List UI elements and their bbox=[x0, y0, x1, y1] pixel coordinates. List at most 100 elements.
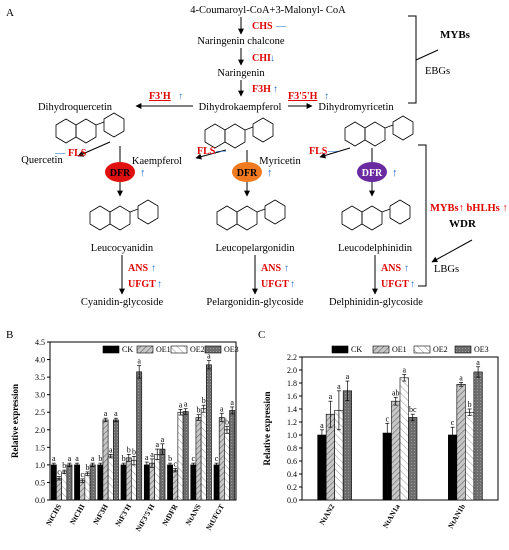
arrow-fls-3 bbox=[319, 147, 351, 159]
chs-nochange-mark: — bbox=[275, 21, 287, 32]
y-tick-label: 1.2 bbox=[287, 418, 297, 427]
significance-letter: c bbox=[192, 454, 196, 463]
bar-oe3-2 bbox=[473, 371, 483, 501]
category-label: NtAN2 bbox=[317, 502, 336, 526]
lbg-bracket bbox=[418, 144, 427, 287]
enzyme-ans-2: ANS bbox=[261, 263, 281, 274]
fls3-mark: — bbox=[327, 146, 339, 157]
significance-letter: a bbox=[155, 440, 159, 449]
f3h-up-mark: ↑ bbox=[273, 84, 278, 95]
leucopelargonidin: Leucopelargonidin bbox=[215, 243, 295, 254]
ufgt1-up-mark: ↑ bbox=[157, 279, 162, 290]
significance-letter: a bbox=[329, 392, 333, 401]
y-tick-label: 0.6 bbox=[287, 457, 297, 466]
ebg-bracket bbox=[408, 15, 417, 104]
significance-letter: b bbox=[202, 396, 206, 405]
bar-oe1-7 bbox=[218, 417, 225, 501]
bar-oe3-1 bbox=[89, 464, 96, 501]
category-label: NtUFGT bbox=[204, 503, 226, 532]
bar-oe2-2 bbox=[107, 455, 114, 501]
bar-oe3-0 bbox=[66, 464, 73, 501]
f3ph-up-mark: ↑ bbox=[178, 91, 183, 102]
f35h-up-mark: ↑ bbox=[324, 91, 329, 102]
legend-swatch-oe3 bbox=[204, 345, 222, 354]
dihydrokaempferol: Dihydrokaempferol bbox=[199, 102, 282, 113]
significance-letter: bc bbox=[409, 405, 417, 414]
y-tick-label: 2.2 bbox=[287, 353, 297, 362]
y-tick-label: 0.2 bbox=[287, 483, 297, 492]
wdr-label: WDR bbox=[449, 218, 477, 230]
legend-swatch-oe1 bbox=[372, 345, 390, 354]
significance-letter: b bbox=[62, 461, 66, 470]
fls1-mark: — bbox=[54, 148, 66, 159]
ebg-connector bbox=[415, 49, 439, 61]
bar-ck-4 bbox=[143, 464, 150, 501]
plot-frame bbox=[49, 341, 237, 501]
enzyme-chs: CHS bbox=[252, 21, 273, 32]
delphinidin-glycoside: Delphinidin-glycoside bbox=[329, 297, 423, 308]
bar-ck-0 bbox=[50, 464, 57, 501]
ans3-up-mark: ↑ bbox=[404, 263, 409, 274]
significance-letter: b bbox=[225, 417, 229, 426]
lbgs-label: LBGs bbox=[434, 264, 459, 275]
significance-letter: a bbox=[346, 372, 350, 381]
bar-ck-2 bbox=[448, 434, 458, 501]
y-tick-label: 3.5 bbox=[35, 373, 45, 382]
significance-letter: b bbox=[132, 447, 136, 456]
significance-letter: c bbox=[173, 459, 177, 468]
panel-a-label: A bbox=[6, 7, 14, 19]
bar-oe3-2 bbox=[113, 419, 119, 501]
significance-letter: a bbox=[337, 382, 341, 391]
category-label: NtAN1b bbox=[446, 503, 467, 531]
significance-letter: a bbox=[184, 400, 188, 409]
y-tick-label: 0.8 bbox=[287, 444, 297, 453]
structure-leucopelargonidin bbox=[216, 199, 286, 231]
enzyme-ans-3: ANS bbox=[381, 263, 401, 274]
ans2-up-mark: ↑ bbox=[284, 263, 289, 274]
significance-letter: c bbox=[451, 418, 455, 427]
bar-ck-3 bbox=[120, 464, 127, 501]
enzyme-ans-1: ANS bbox=[128, 263, 148, 274]
significance-letter: a bbox=[137, 357, 141, 366]
kaempferol: Kaempferol bbox=[132, 156, 182, 167]
quercetin: Quercetin bbox=[21, 155, 63, 166]
y-tick-label: 1.8 bbox=[287, 379, 297, 388]
significance-letter: b bbox=[127, 445, 131, 454]
chart-c: C 0.0 0.2 0.4 0.6 0.8 1.0 1.2 1.4 1.6 1.8 2.0 2.2 Rel… bbox=[258, 329, 499, 531]
bar-oe3-0 bbox=[342, 390, 352, 501]
bar-ck-0 bbox=[317, 434, 327, 501]
bar-oe3-4 bbox=[159, 448, 166, 501]
legend-label-oe1: OE1 bbox=[156, 345, 171, 354]
y-tick-label: 2.0 bbox=[287, 366, 297, 375]
naringenin: Naringenin bbox=[217, 68, 265, 79]
y-tick-label: 1.0 bbox=[35, 461, 45, 470]
y-tick-label: 4.5 bbox=[35, 338, 45, 347]
dihydromyricetin: Dihydromyricetin bbox=[318, 102, 394, 113]
y-tick-label: 2.0 bbox=[35, 426, 45, 435]
dfr-label-3: DFR bbox=[362, 168, 383, 179]
y-tick-label: 1.0 bbox=[287, 431, 297, 440]
bar-oe1-2 bbox=[102, 419, 109, 501]
significance-letter: ab bbox=[392, 388, 400, 397]
significance-letter: c bbox=[57, 467, 61, 476]
significance-letter: a bbox=[52, 454, 56, 463]
legend-label-oe2: OE2 bbox=[190, 345, 205, 354]
significance-letter: a bbox=[114, 409, 118, 418]
y-tick-label: 0.4 bbox=[287, 470, 297, 479]
bar-oe1-3 bbox=[125, 457, 132, 501]
ans1-up-mark: ↑ bbox=[151, 263, 156, 274]
category-label: NtCHS bbox=[44, 503, 63, 528]
legend-swatch-oe3 bbox=[454, 345, 472, 354]
significance-letter: a bbox=[109, 445, 113, 454]
lbg-connector bbox=[431, 239, 473, 263]
bar-oe3-6 bbox=[206, 364, 212, 501]
y-tick-label: 1.5 bbox=[35, 443, 45, 452]
significance-letter: a bbox=[230, 398, 234, 407]
structure-leucodelphinidin bbox=[341, 199, 411, 231]
fls2-mark: — bbox=[215, 146, 227, 157]
ufgt3-up-mark: ↑ bbox=[410, 279, 415, 290]
y-tick-label: 4.0 bbox=[35, 356, 45, 365]
category-label: NtCHI bbox=[68, 502, 87, 526]
bar-oe2-1 bbox=[84, 473, 91, 501]
